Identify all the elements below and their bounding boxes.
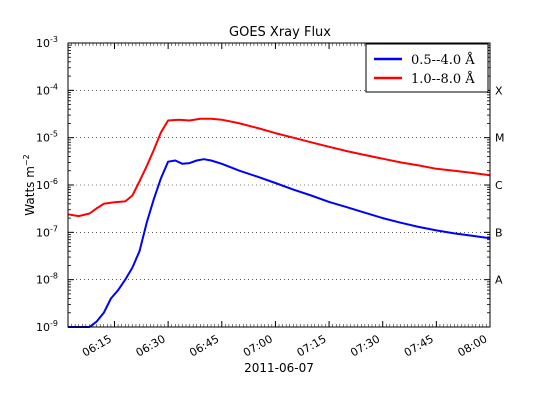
flare-class-label: C xyxy=(495,179,503,192)
x-tick-label: 06:15 xyxy=(80,332,114,359)
y-tick-exponent: -4 xyxy=(50,82,58,91)
y-tick-base: 10 xyxy=(36,226,50,239)
legend-box xyxy=(365,43,489,93)
flare-class-label: M xyxy=(495,132,505,145)
chart-title: GOES Xray Flux xyxy=(229,25,331,40)
x-tick-label: 06:30 xyxy=(134,332,168,359)
y-tick-labels: 10-310-410-510-610-710-810-9 xyxy=(36,35,58,334)
y-axis-label-exponent: −2 xyxy=(22,154,31,166)
y-tick-label: 10-3 xyxy=(36,35,58,50)
y-tick-exponent: -6 xyxy=(50,177,58,186)
flare-class-label: X xyxy=(495,84,503,97)
legend-label-red: 1.0--8.0 Å xyxy=(411,71,475,87)
legend: 0.5--4.0 Å 1.0--8.0 Å xyxy=(365,43,489,93)
y-tick-base: 10 xyxy=(36,37,50,50)
y-tick-base: 10 xyxy=(36,274,50,287)
series-layer xyxy=(67,117,491,328)
legend-label-blue: 0.5--4.0 Å xyxy=(411,52,475,68)
x-tick-label: 06:45 xyxy=(187,332,221,359)
y-tick-label: 10-7 xyxy=(36,224,58,239)
flare-class-labels: X M C B A xyxy=(495,84,505,286)
x-tick-label: 07:00 xyxy=(241,332,275,359)
x-tick-label: 07:45 xyxy=(402,332,436,359)
y-tick-exponent: -3 xyxy=(50,35,58,44)
y-tick-label: 10-5 xyxy=(36,130,58,145)
series-line-1 xyxy=(67,117,491,218)
y-tick-label: 10-4 xyxy=(36,82,58,97)
x-axis-label: 2011-06-07 xyxy=(244,361,314,375)
flare-class-label: B xyxy=(495,226,503,239)
x-tick-label: 08:00 xyxy=(456,332,490,359)
y-axis-label-base: Watts m xyxy=(23,166,37,216)
y-tick-label: 10-9 xyxy=(36,319,58,334)
y-tick-exponent: -9 xyxy=(50,319,58,328)
x-tick-label: 07:15 xyxy=(295,332,329,359)
y-tick-base: 10 xyxy=(36,84,50,97)
series-line-0 xyxy=(68,158,491,328)
x-tick-label: 07:30 xyxy=(348,332,382,359)
y-tick-exponent: -7 xyxy=(50,224,58,233)
y-axis-label: Watts m−2 xyxy=(22,154,37,215)
y-tick-base: 10 xyxy=(36,179,50,192)
y-tick-label: 10-8 xyxy=(36,272,58,287)
flare-class-label: A xyxy=(495,274,503,287)
y-tick-base: 10 xyxy=(36,132,50,145)
y-tick-exponent: -8 xyxy=(50,272,58,281)
y-tick-label: 10-6 xyxy=(36,177,58,192)
x-tick-labels: 06:15 06:30 06:45 07:00 07:15 07:30 07:45 08:00 xyxy=(80,332,489,359)
y-tick-base: 10 xyxy=(36,321,50,334)
y-tick-exponent: -5 xyxy=(50,130,58,139)
